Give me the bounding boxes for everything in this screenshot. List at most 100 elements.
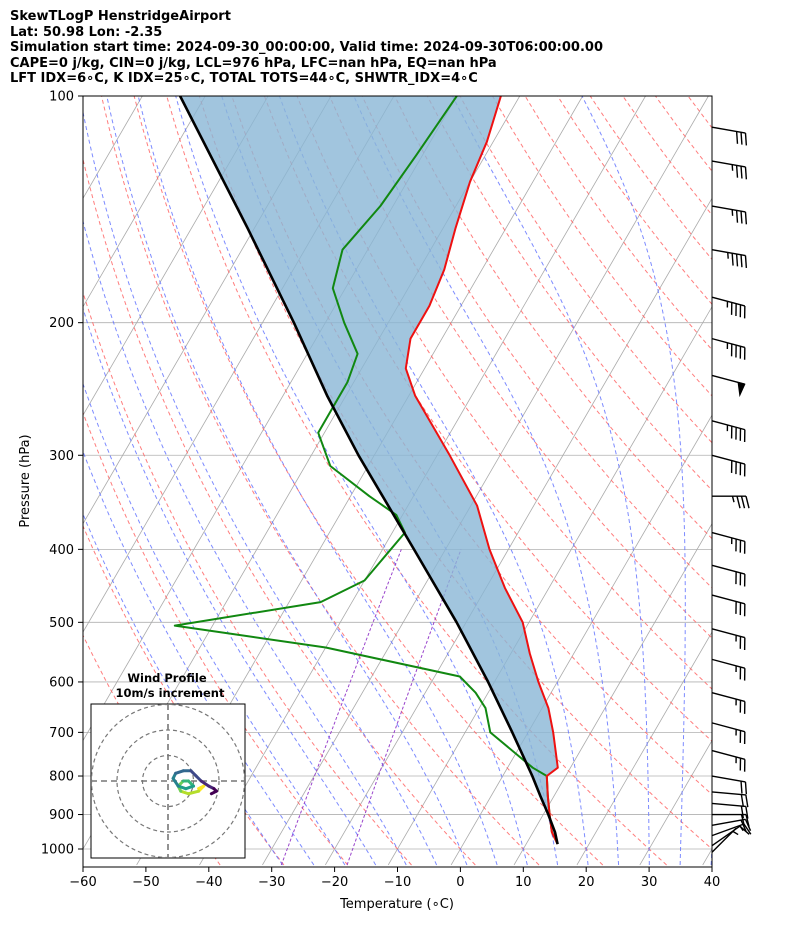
cape-line: CAPE=0 j/kg, CIN=0 j/kg, LCL=976 hPa, LF… xyxy=(10,55,497,71)
chart-header: SkewTLogP HenstridgeAirport Lat: 50.98 L… xyxy=(10,9,603,87)
wind-barb xyxy=(712,495,750,509)
x-tick-label: 20 xyxy=(578,875,595,890)
wind-barb-feather xyxy=(735,165,739,178)
y-tick-label: 400 xyxy=(49,543,74,558)
wind-barb-shaft xyxy=(711,296,746,307)
x-tick-label: 10 xyxy=(515,875,532,890)
wind-barb-shaft xyxy=(711,823,745,837)
wind-barb xyxy=(711,160,748,180)
x-tick-label: −10 xyxy=(384,875,411,890)
wind-barb xyxy=(711,594,746,617)
wind-barb-shaft xyxy=(711,658,746,669)
y-tick-label: 800 xyxy=(49,770,74,785)
x-tick-label: 0 xyxy=(456,875,464,890)
x-tick-label: −50 xyxy=(132,875,159,890)
isotherm-line xyxy=(324,197,712,866)
wind-barb-shaft xyxy=(711,420,746,431)
wind-barb-feather xyxy=(736,496,741,509)
moist-adiabat-line xyxy=(710,840,712,866)
dry-adiabat-line xyxy=(394,96,712,540)
x-tick-label: −20 xyxy=(321,875,348,890)
wind-barb xyxy=(711,827,739,853)
dry-adiabat-line xyxy=(753,96,794,865)
parcel-line xyxy=(178,96,559,845)
moist-adiabat-line xyxy=(451,96,650,865)
wind-barb-half-feather xyxy=(739,825,744,832)
chart-title: SkewTLogP HenstridgeAirport xyxy=(10,9,231,24)
wind-barb-shaft xyxy=(711,628,746,639)
index-line: LFT IDX=6∘C, K IDX=25∘C, TOTAL TOTS=44∘C… xyxy=(10,71,478,86)
wind-barb xyxy=(711,531,746,554)
x-tick-label: −60 xyxy=(69,875,96,890)
wind-barb xyxy=(711,658,746,681)
wind-barb-feather xyxy=(735,131,739,144)
wind-barb-shaft xyxy=(711,749,746,761)
wind-barb-feather xyxy=(745,814,750,827)
moist-adiabat-line xyxy=(137,96,498,866)
wind-barb xyxy=(711,249,748,268)
location-line: Lat: 50.98 Lon: -2.35 xyxy=(10,24,163,40)
wind-barb-shaft xyxy=(711,791,746,796)
x-tick-label: −40 xyxy=(195,875,222,890)
hodograph-title: Wind Profile xyxy=(127,671,207,685)
dry-adiabat-line xyxy=(721,96,794,865)
wind-barb xyxy=(711,454,746,477)
wind-barb-feather xyxy=(744,166,748,180)
wind-barb-feather xyxy=(735,210,739,223)
moist-adiabat-line xyxy=(175,96,528,866)
y-tick-label: 1000 xyxy=(41,843,74,858)
wind-barb-feather xyxy=(740,819,747,832)
y-axis-label: Pressure (hPa) xyxy=(18,434,33,527)
wind-barb-feather xyxy=(740,166,743,179)
moist-adiabat-line xyxy=(106,96,468,866)
wind-barb-feather xyxy=(744,211,748,225)
dry-adiabat-line xyxy=(263,96,712,742)
wind-barb xyxy=(711,823,752,837)
x-tick-label: −30 xyxy=(258,875,285,890)
wind-barb-feather xyxy=(740,805,745,819)
temperature-line xyxy=(404,96,559,845)
wind-barb-feather xyxy=(743,823,752,835)
wind-barb xyxy=(711,126,748,146)
wind-barb xyxy=(712,813,750,827)
y-tick-label: 100 xyxy=(49,90,74,105)
dry-adiabat-line xyxy=(622,96,712,216)
isotherm-line xyxy=(513,522,712,866)
wind-barb-shaft xyxy=(711,205,746,213)
hodograph-inset: Wind Profile 10m/s increment xyxy=(90,671,246,859)
wind-barb-half-feather xyxy=(731,496,735,503)
wind-barb-flag xyxy=(737,381,746,398)
dry-adiabat-line xyxy=(654,96,712,172)
wind-barb xyxy=(711,420,746,442)
wind-barb-half-feather xyxy=(732,830,739,836)
wind-barb xyxy=(711,691,746,714)
wind-barb-feather xyxy=(740,211,743,224)
moist-adiabat-line xyxy=(83,450,315,866)
mixing-ratio-line xyxy=(280,549,402,866)
wind-barb xyxy=(711,337,746,360)
dry-adiabat-line xyxy=(296,96,712,690)
hodograph-trace-segment xyxy=(171,776,180,788)
wind-barb xyxy=(711,775,748,795)
isotherm-line xyxy=(0,96,79,865)
wind-barb-feather xyxy=(740,794,745,807)
isotherm-line xyxy=(702,848,712,866)
hodograph-trace-segment xyxy=(209,789,218,796)
wind-barb-feather xyxy=(731,253,734,266)
y-tick-label: 600 xyxy=(49,675,74,690)
wind-barb-feather xyxy=(740,781,743,794)
x-tick-label: 40 xyxy=(704,875,721,890)
wind-barb xyxy=(711,802,749,819)
wind-barb-shaft xyxy=(711,818,746,826)
wind-barb-shaft xyxy=(711,531,746,543)
isotherm-line xyxy=(576,631,712,866)
wind-barb-feather xyxy=(740,814,746,827)
wind-barb xyxy=(711,374,746,398)
wind-barb xyxy=(711,564,746,587)
isotherm-line xyxy=(0,96,17,865)
hodograph-subtitle: 10m/s increment xyxy=(116,686,225,700)
wind-barb-shaft xyxy=(711,825,741,847)
moist-adiabat-line xyxy=(83,382,346,866)
wind-barb-shaft xyxy=(711,337,746,349)
